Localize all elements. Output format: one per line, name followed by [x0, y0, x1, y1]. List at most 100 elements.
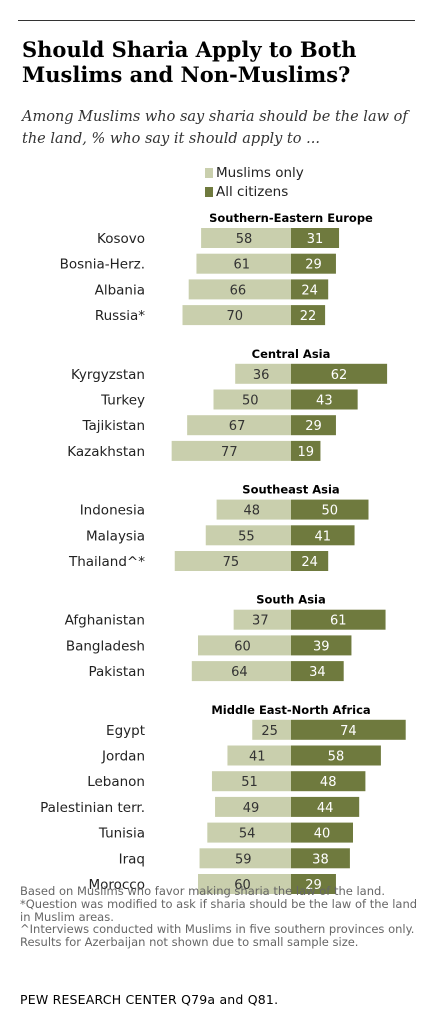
- region-header-middle-east-north-africa: Middle East-North Africa: [211, 703, 370, 717]
- country-label-kazakhstan: Kazakhstan: [67, 444, 145, 460]
- value-muslims-only-kyrgyzstan: 36: [253, 368, 270, 383]
- bar-all-citizens-bosnia-herz: [291, 253, 336, 274]
- country-label-iraq: Iraq: [119, 851, 145, 867]
- value-muslims-only-bosnia-herz: 61: [233, 258, 250, 273]
- country-label-kyrgyzstan: Kyrgyzstan: [71, 367, 145, 383]
- bar-muslims-only-indonesia: [216, 499, 291, 520]
- legend-swatch-all-citizens: [205, 186, 213, 197]
- legend-label-muslims-only: Muslims only: [216, 164, 304, 181]
- value-all-citizens-kosovo: 31: [307, 232, 324, 247]
- legend: Muslims only All citizens: [205, 163, 304, 201]
- value-all-citizens-kazakhstan: 19: [297, 445, 314, 460]
- bar-all-citizens-turkey: [291, 389, 358, 410]
- value-all-citizens-turkey: 43: [316, 394, 333, 409]
- value-all-citizens-egypt: 74: [340, 724, 357, 739]
- value-all-citizens-indonesia: 50: [321, 504, 338, 519]
- value-muslims-only-russia: 70: [226, 309, 243, 324]
- bar-all-citizens-bangladesh: [291, 635, 352, 656]
- country-label-palestinian-terr: Palestinian terr.: [40, 800, 145, 816]
- bar-all-citizens-malaysia: [291, 525, 355, 546]
- bar-muslims-only-egypt: [252, 719, 291, 740]
- bar-muslims-only-tajikistan: [187, 415, 291, 436]
- value-muslims-only-afghanistan: 37: [252, 614, 269, 629]
- bar-muslims-only-thailand: [174, 551, 291, 571]
- bar-muslims-only-morocco: [198, 874, 291, 894]
- bar-muslims-only-kazakhstan: [171, 440, 291, 461]
- country-label-egypt: Egypt: [106, 723, 145, 739]
- chart-subtitle: Among Muslims who say sharia should be t…: [22, 109, 408, 147]
- bar-all-citizens-thailand: [291, 551, 329, 571]
- bar-all-citizens-palestinian-terr: [291, 796, 360, 817]
- country-label-albania: Albania: [95, 282, 145, 298]
- value-all-citizens-tajikistan: 29: [305, 419, 322, 434]
- value-muslims-only-malaysia: 55: [238, 529, 255, 544]
- country-label-pakistan: Pakistan: [88, 664, 145, 680]
- country-label-jordan: Jordan: [101, 749, 145, 765]
- bar-all-citizens-morocco: [291, 874, 336, 894]
- value-all-citizens-lebanon: 48: [320, 775, 337, 790]
- bar-muslims-only-tunisia: [207, 822, 291, 843]
- value-all-citizens-palestinian-terr: 44: [317, 801, 334, 816]
- bar-all-citizens-tunisia: [291, 822, 353, 843]
- bar-muslims-only-iraq: [199, 848, 291, 869]
- footnote-russia: *Question was modified to ask if sharia …: [20, 896, 418, 924]
- footnote-azerbaijan: Results for Azerbaijan not shown due to …: [20, 935, 359, 950]
- country-label-afghanistan: Afghanistan: [65, 613, 145, 629]
- country-label-malaysia: Malaysia: [86, 528, 145, 544]
- value-muslims-only-kazakhstan: 77: [221, 445, 238, 460]
- country-label-bangladesh: Bangladesh: [66, 638, 145, 654]
- bar-muslims-only-bosnia-herz: [196, 253, 291, 274]
- bar-muslims-only-afghanistan: [233, 609, 291, 630]
- bar-all-citizens-indonesia: [291, 499, 369, 520]
- value-all-citizens-bangladesh: 39: [313, 639, 330, 654]
- value-muslims-only-thailand: 75: [223, 555, 240, 570]
- legend-item-all-citizens: All citizens: [205, 182, 304, 201]
- value-all-citizens-afghanistan: 61: [330, 614, 347, 629]
- region-header-central-asia: Central Asia: [252, 347, 331, 361]
- value-all-citizens-thailand: 24: [301, 555, 318, 570]
- value-muslims-only-tajikistan: 67: [229, 419, 246, 434]
- bar-all-citizens-kazakhstan: [291, 440, 321, 461]
- source-line: PEW RESEARCH CENTER Q79a and Q81.: [20, 992, 279, 1007]
- bar-muslims-only-bangladesh: [198, 635, 291, 656]
- bar-muslims-only-russia: [182, 305, 291, 326]
- value-muslims-only-pakistan: 64: [231, 665, 248, 680]
- value-muslims-only-iraq: 59: [235, 852, 252, 867]
- diverging-bar-chart: Southern-Eastern Europe Kosovo 58 31 Bosnia-…: [40, 211, 406, 894]
- value-muslims-only-egypt: 25: [261, 724, 278, 739]
- bar-muslims-only-palestinian-terr: [215, 796, 291, 817]
- value-muslims-only-lebanon: 51: [241, 775, 258, 790]
- country-label-kosovo: Kosovo: [97, 231, 145, 247]
- region-header-south-asia: South Asia: [256, 593, 326, 607]
- bar-all-citizens-afghanistan: [291, 609, 386, 630]
- value-all-citizens-kyrgyzstan: 62: [331, 368, 348, 383]
- value-all-citizens-jordan: 58: [328, 750, 345, 765]
- bar-all-citizens-egypt: [291, 719, 406, 740]
- country-label-morocco: Morocco: [88, 877, 145, 893]
- country-label-tunisia: Tunisia: [98, 826, 145, 842]
- bar-all-citizens-jordan: [291, 745, 381, 766]
- value-all-citizens-malaysia: 41: [315, 529, 332, 544]
- bar-muslims-only-turkey: [213, 389, 291, 410]
- legend-label-all-citizens: All citizens: [216, 183, 289, 200]
- bar-muslims-only-malaysia: [205, 525, 291, 546]
- top-rule: [18, 20, 415, 21]
- country-label-turkey: Turkey: [100, 393, 145, 409]
- value-all-citizens-morocco: 29: [305, 878, 322, 893]
- bar-all-citizens-iraq: [291, 848, 350, 869]
- country-label-tajikistan: Tajikistan: [81, 418, 145, 434]
- value-all-citizens-albania: 24: [301, 283, 318, 298]
- value-muslims-only-jordan: 41: [249, 750, 266, 765]
- value-all-citizens-tunisia: 40: [314, 827, 331, 842]
- bar-all-citizens-lebanon: [291, 771, 366, 792]
- value-muslims-only-morocco: 60: [234, 878, 251, 893]
- value-all-citizens-russia: 22: [300, 309, 317, 324]
- region-header-southern-eastern-europe: Southern-Eastern Europe: [209, 211, 373, 225]
- bar-all-citizens-pakistan: [291, 661, 344, 682]
- legend-item-muslims-only: Muslims only: [205, 163, 304, 182]
- footnote-thailand: ^Interviews conducted with Muslims in fi…: [20, 922, 415, 937]
- bar-muslims-only-kosovo: [201, 228, 291, 248]
- value-muslims-only-tunisia: 54: [239, 827, 256, 842]
- bar-muslims-only-albania: [188, 279, 291, 300]
- bar-all-citizens-albania: [291, 279, 329, 300]
